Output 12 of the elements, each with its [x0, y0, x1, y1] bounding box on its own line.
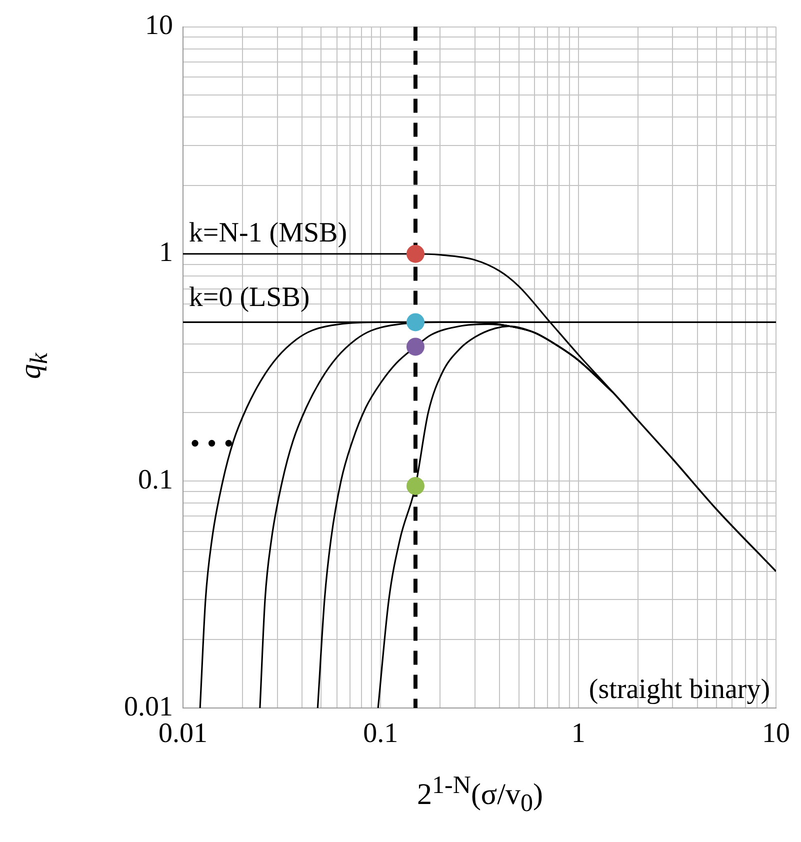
x-tick-label: 0.1 [363, 718, 398, 750]
annotation: (straight binary) [588, 674, 770, 705]
y-tick-label: 0.1 [138, 464, 173, 496]
x-tick-label: 1 [571, 718, 586, 750]
annotation: k=N-1 (MSB) [188, 217, 348, 248]
annotation: k=0 (LSB) [188, 282, 310, 314]
y-tick-label: 0.01 [124, 691, 173, 722]
y-tick-label: 1 [159, 237, 173, 268]
x-tick-label: 10 [762, 718, 790, 750]
y-tick-label: 10 [145, 10, 173, 42]
annotation: • • • [190, 428, 234, 460]
x-axis-title: 2$^{1-N}$(σ/v$_{0}$) [417, 772, 543, 818]
